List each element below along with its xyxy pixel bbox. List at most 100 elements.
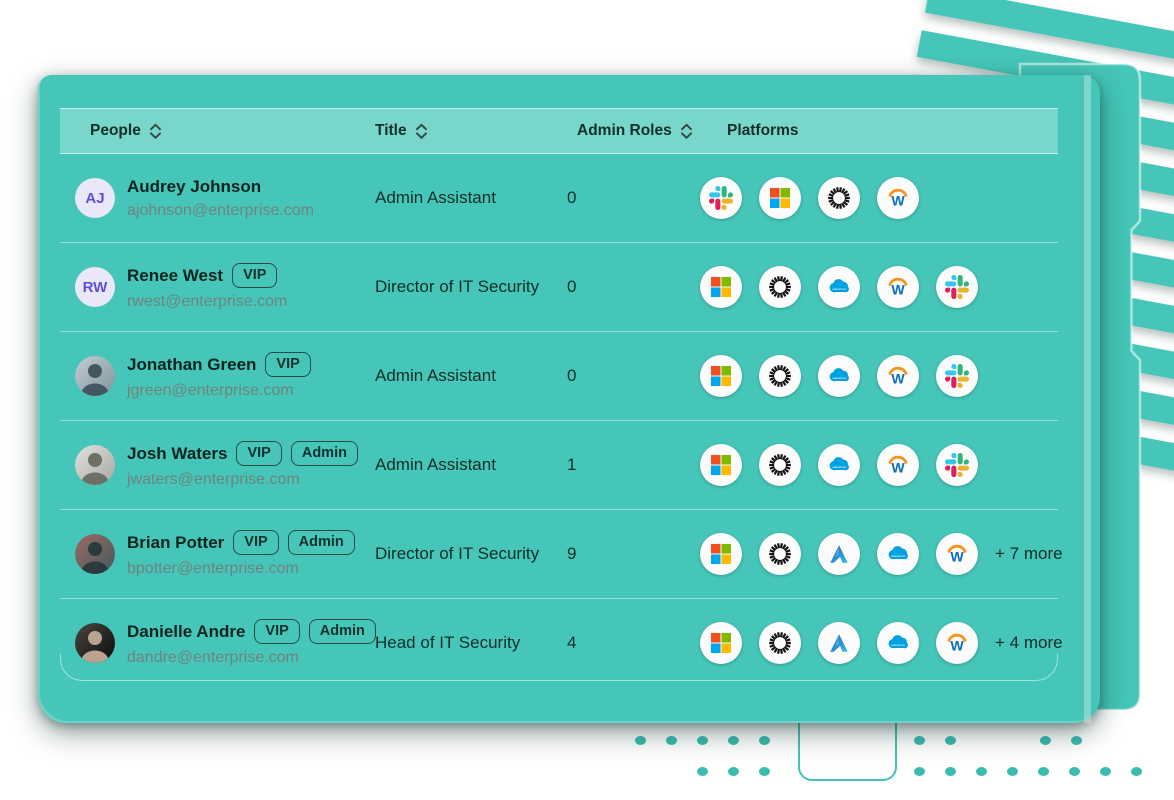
platform-chip-slack[interactable] [936,266,978,308]
platform-chip-salesforce[interactable]: salesforce [818,444,860,486]
platform-chip-slack[interactable] [700,177,742,219]
avatar-initials-text: RW [82,278,108,296]
platform-chip-workday[interactable]: W [877,177,919,219]
person-name: Brian Potter [127,532,225,552]
platform-chip-azure[interactable] [818,533,860,575]
platform-chip-sunburst[interactable] [818,177,860,219]
table-row[interactable]: RW Renee West VIP rwest@enterprise.com Dir… [60,242,1058,331]
people-cell: AJ Audrey Johnson ajohnson@enterprise.co… [60,177,375,220]
person-email: bpotter@enterprise.com [127,559,299,577]
person-email: jwaters@enterprise.com [127,470,300,488]
platform-chip-sunburst[interactable] [759,444,801,486]
workday-logo-icon: W [888,188,908,209]
person-name: Renee West [127,265,224,285]
svg-text:salesforce: salesforce [832,287,846,291]
column-header-label: Platforms [727,122,799,139]
more-platforms-link[interactable]: + 7 more [995,544,1063,563]
people-cell: Josh Waters VIP Admin jwaters@enterprise.c… [60,441,375,489]
platform-chip-sunburst[interactable] [759,622,801,664]
platform-chip-sunburst[interactable] [759,266,801,308]
sort-icon[interactable] [148,122,163,141]
platform-chip-salesforce[interactable]: salesforce [818,266,860,308]
badge-vip: VIP [232,263,278,288]
avatar-photo [75,534,115,574]
workday-logo-icon: W [947,633,967,654]
badge-vip: VIP [254,619,300,644]
salesforce-logo-icon: salesforce [829,368,849,382]
workday-logo-icon: W [888,277,908,298]
person-silhouette-icon [81,364,109,396]
slack-logo-icon [945,275,969,299]
decoration-dot [1100,767,1111,776]
sunburst-logo-icon [769,632,791,654]
platform-chip-workday[interactable]: W [877,444,919,486]
column-header-label: People [90,122,141,139]
platform-chip-salesforce[interactable]: salesforce [877,533,919,575]
avatar-photo [75,623,115,663]
decoration-dot [914,767,925,776]
admin-roles-count: 0 [567,366,577,385]
decoration-dot [945,736,956,745]
decoration-dot [1131,767,1142,776]
person-name: Audrey Johnson [127,176,262,196]
people-cell: RW Renee West VIP rwest@enterprise.com [60,263,375,311]
platform-chip-workday[interactable]: W [936,622,978,664]
platform-chip-workday[interactable]: W [877,355,919,397]
admin-roles-count: 0 [567,188,577,207]
person-email: dandre@enterprise.com [127,648,299,666]
platforms-cell: W [700,177,1058,219]
badge-admin: Admin [308,619,376,644]
salesforce-logo-icon: salesforce [888,546,908,560]
table-row[interactable]: AJ Audrey Johnson ajohnson@enterprise.co… [60,154,1058,242]
azure-logo-icon [830,545,848,563]
platform-chip-microsoft[interactable] [700,533,742,575]
decoration-dot [728,767,739,776]
table-header-row: People Title Admin Roles Platforms [60,108,1058,154]
platform-chip-microsoft[interactable] [700,444,742,486]
platform-chip-salesforce[interactable]: salesforce [877,622,919,664]
platform-chip-slack[interactable] [936,355,978,397]
platform-chip-salesforce[interactable]: salesforce [818,355,860,397]
microsoft-logo-icon [710,276,732,298]
platform-chip-microsoft[interactable] [700,266,742,308]
person-email: rwest@enterprise.com [127,292,288,310]
platforms-cell: salesforce W + 4 more [700,622,1063,664]
column-header-people[interactable]: People [60,122,375,141]
salesforce-logo-icon: salesforce [888,635,908,649]
more-platforms-link[interactable]: + 4 more [995,633,1063,652]
column-header-title[interactable]: Title [375,122,577,141]
table-row[interactable]: Jonathan Green VIP jgreen@enterprise.com A… [60,331,1058,420]
decoration-dot [1038,767,1049,776]
platform-chip-sunburst[interactable] [759,355,801,397]
sort-icon[interactable] [414,122,429,141]
table-row[interactable]: Josh Waters VIP Admin jwaters@enterprise.c… [60,420,1058,509]
sort-icon[interactable] [679,122,694,141]
table-row[interactable]: Brian Potter VIP Admin bpotter@enterprise.… [60,509,1063,598]
platform-chip-azure[interactable] [818,622,860,664]
svg-text:W: W [891,371,905,387]
platform-chip-microsoft[interactable] [759,177,801,219]
salesforce-logo-icon: salesforce [829,457,849,471]
table-row[interactable]: Danielle Andre VIP Admin dandre@enterprise… [60,598,1063,687]
platform-chip-workday[interactable]: W [877,266,919,308]
svg-text:salesforce: salesforce [891,643,905,647]
decoration-dot [697,736,708,745]
platform-chip-sunburst[interactable] [759,533,801,575]
person-name: Josh Waters [127,443,228,463]
platform-chip-microsoft[interactable] [700,355,742,397]
column-header-label: Admin Roles [577,122,672,139]
workday-logo-icon: W [888,455,908,476]
avatar-initials: RW [75,267,115,307]
platform-chip-slack[interactable] [936,444,978,486]
platform-chip-microsoft[interactable] [700,622,742,664]
svg-text:W: W [891,282,905,298]
microsoft-logo-icon [710,365,732,387]
people-cell: Danielle Andre VIP Admin dandre@enterprise… [60,619,376,667]
salesforce-logo-icon: salesforce [829,279,849,293]
sunburst-logo-icon [769,454,791,476]
column-header-admin-roles[interactable]: Admin Roles [577,122,727,141]
decoration-dot [728,736,739,745]
platform-chip-workday[interactable]: W [936,533,978,575]
column-header-platforms: Platforms [727,122,1058,140]
svg-text:salesforce: salesforce [832,465,846,469]
